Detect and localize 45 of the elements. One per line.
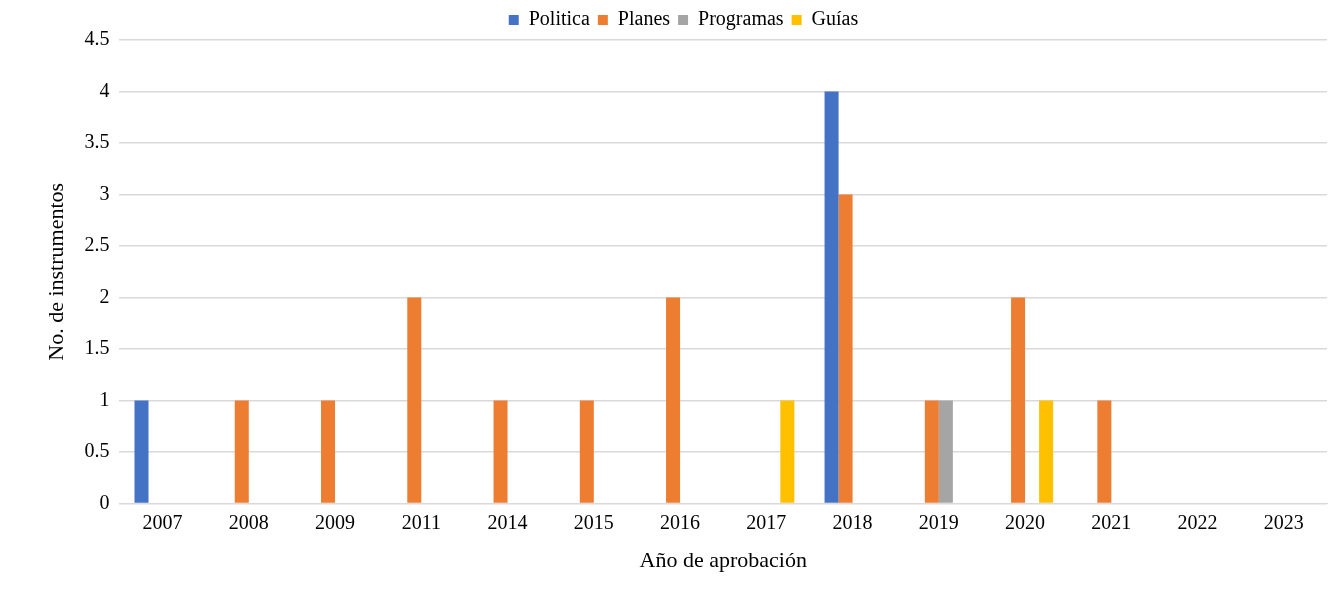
x-tick-label: 2008: [228, 510, 269, 533]
y-tick-label: 3: [99, 181, 110, 204]
x-tick-label: 2023: [1263, 510, 1304, 533]
y-tick-label: 0.5: [84, 439, 110, 462]
bar: [407, 297, 422, 503]
bar: [1039, 400, 1054, 503]
y-tick-label: 2: [99, 284, 110, 307]
x-tick-label: 2022: [1177, 510, 1218, 533]
y-tick-label: 4: [99, 78, 110, 101]
x-tick-label: 2015: [573, 510, 614, 533]
x-tick-label: 2007: [142, 510, 183, 533]
legend-label: Politica: [528, 7, 590, 30]
x-tick-label: 2011: [401, 510, 441, 533]
x-axis-title: Año de aprobación: [639, 546, 807, 572]
x-tick-label: 2009: [315, 510, 356, 533]
bar: [1011, 297, 1026, 503]
bar: [134, 400, 149, 503]
bar: [838, 194, 853, 503]
bar: [780, 400, 795, 503]
y-tick-label: 3.5: [84, 130, 110, 153]
y-tick-label: 0: [99, 490, 110, 513]
bar: [666, 297, 681, 503]
x-tick-label: 2016: [660, 510, 701, 533]
x-tick-label: 2020: [1005, 510, 1046, 533]
y-tick-label: 4.5: [84, 27, 110, 50]
bar: [924, 400, 939, 503]
y-axis-title: No. de instrumentos: [42, 182, 68, 361]
bar: [1097, 400, 1112, 503]
legend-label: Guías: [811, 7, 859, 30]
bar: [824, 91, 839, 503]
y-tick-label: 1.5: [84, 336, 110, 359]
x-tick-label: 2018: [832, 510, 873, 533]
x-tick-label: 2017: [746, 510, 787, 533]
bar: [493, 400, 508, 503]
bar: [579, 400, 594, 503]
legend-label: Programas: [698, 7, 784, 31]
bar: [234, 400, 249, 503]
bar: [938, 400, 953, 503]
x-tick-label: 2021: [1091, 510, 1132, 533]
bar: [321, 400, 336, 503]
x-tick-label: 2014: [487, 510, 528, 533]
y-tick-label: 1: [99, 387, 110, 410]
x-tick-label: 2019: [918, 510, 959, 533]
legend-label: Planes: [617, 7, 671, 30]
y-tick-label: 2.5: [84, 233, 110, 256]
